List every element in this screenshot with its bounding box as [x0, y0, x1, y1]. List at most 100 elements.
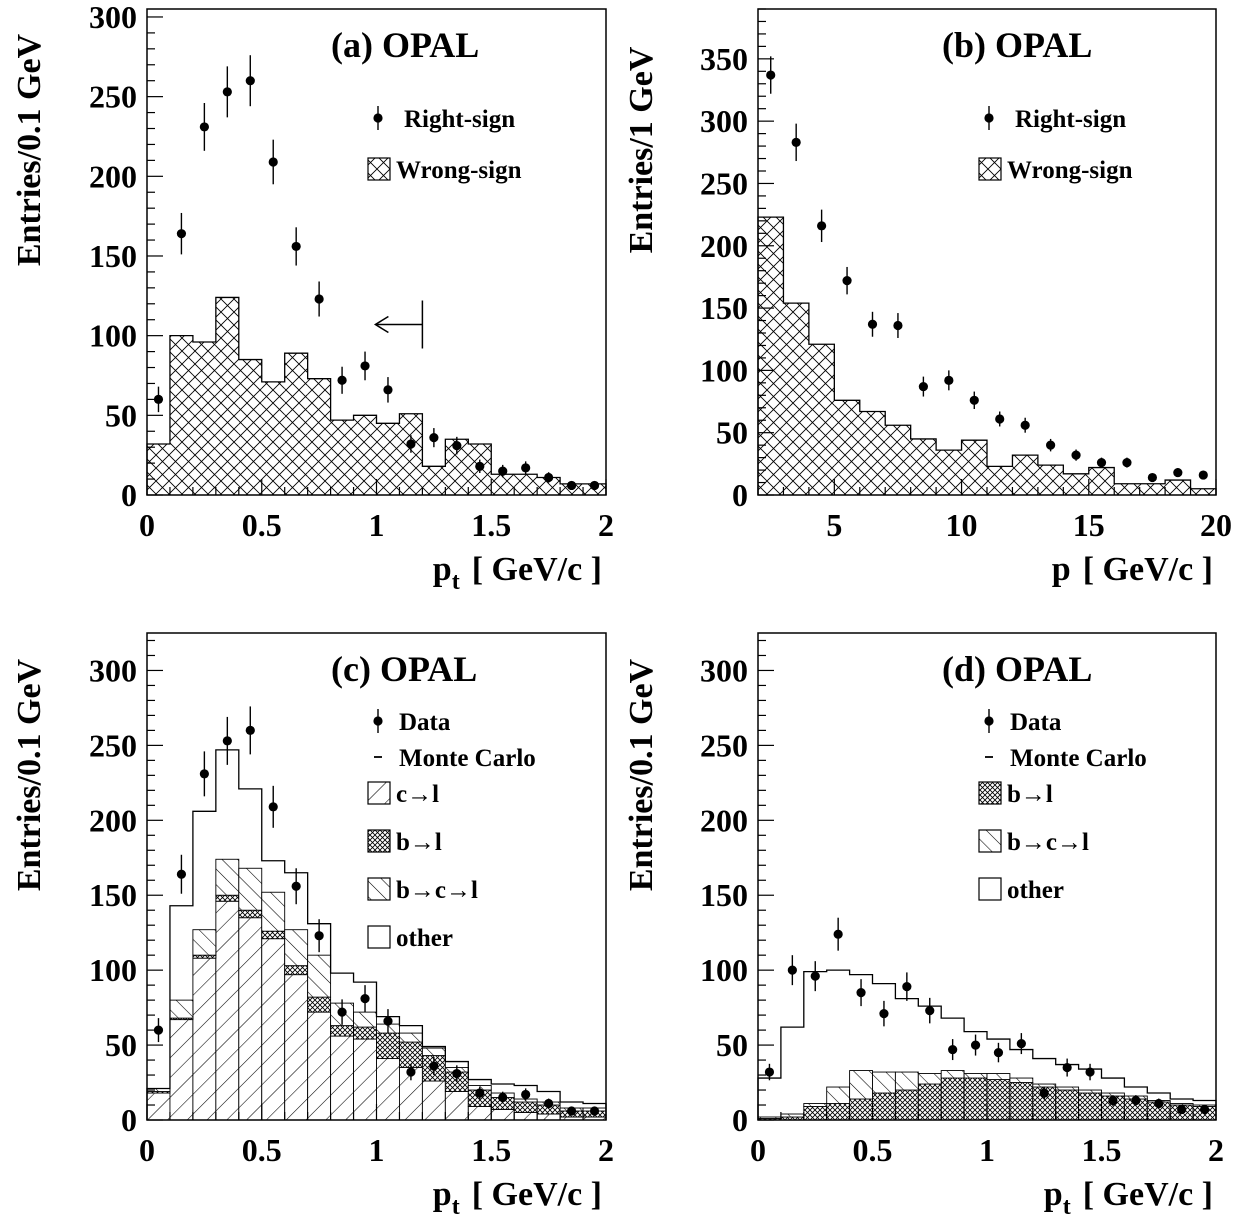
data-point [314, 294, 324, 304]
legend-label: Right-sign [1015, 106, 1126, 133]
y-tick-label: 100 [700, 952, 748, 988]
x-tick-label: 1.5 [471, 507, 511, 543]
data-point [1108, 1095, 1118, 1106]
legend-label: other [1007, 877, 1064, 904]
legend-swatch [978, 781, 1002, 805]
histogram-bin [147, 444, 170, 495]
stack-bin [1055, 1086, 1080, 1091]
histogram-bin [376, 423, 400, 495]
x-axis-subscript: t [452, 569, 460, 595]
stack-bin [1078, 1092, 1102, 1121]
data-point [948, 1044, 958, 1055]
x-tick-label: 0.5 [242, 1132, 282, 1168]
x-axis-symbol: p [1044, 1176, 1063, 1213]
data-point [766, 70, 776, 80]
histogram-bin [399, 413, 423, 495]
data-point [337, 1007, 347, 1017]
histogram-bin [1165, 480, 1191, 495]
stack-bin [215, 900, 240, 1121]
stack-bin [284, 965, 309, 976]
histogram-bin [936, 450, 962, 495]
x-axis: 0 0.5 1 1.5 2 [139, 1104, 614, 1168]
legend-label: c→l [396, 781, 439, 808]
histogram-bin [1012, 455, 1038, 495]
y-tick-label: 300 [700, 652, 748, 688]
legend-entry: Data [373, 709, 451, 736]
legend-label: Data [1010, 709, 1062, 736]
histogram-wrong-sign [146, 296, 607, 495]
stack-bin [215, 894, 240, 902]
stack-bin [238, 909, 263, 919]
stack-bin [757, 1116, 782, 1119]
x-tick-label: 0.5 [242, 507, 282, 543]
x-axis-title: p [ GeV/c ] [1052, 551, 1213, 588]
arrow-head [373, 315, 389, 334]
data-point [817, 221, 827, 231]
data-point [1016, 1038, 1026, 1049]
y-tick-label: 200 [700, 802, 748, 838]
histogram-bin [783, 303, 809, 495]
histogram-bin [808, 344, 835, 495]
stack-bin [1009, 1077, 1034, 1083]
stack-bin [146, 1092, 171, 1121]
stack-bin [467, 1106, 492, 1121]
data-point [1046, 440, 1056, 450]
stack-bin [894, 1071, 919, 1091]
y-tick-label: 350 [700, 41, 748, 77]
panel-title: (d) OPAL [942, 649, 1092, 689]
data-point [521, 1089, 531, 1100]
stack-bin [826, 1086, 851, 1104]
stack-bin [307, 996, 332, 1013]
stack-bin [284, 929, 309, 967]
legend-label: b→l [1007, 781, 1053, 808]
y-tick-label: 100 [89, 952, 137, 988]
histogram-bin [261, 381, 285, 495]
x-axis: 5 10 15 20 [757, 479, 1232, 543]
data-point [475, 1088, 485, 1098]
data-point [268, 802, 278, 812]
monte-carlo-line [757, 969, 1217, 1120]
data-point [925, 1006, 935, 1016]
x-axis-title: pt [ GeV/c ] [1044, 1176, 1213, 1220]
legend-label: Monte Carlo [399, 745, 536, 772]
data-point [1122, 458, 1132, 468]
data-point [566, 1106, 577, 1116]
stack-bin [376, 1058, 400, 1121]
data-point [199, 122, 209, 132]
stack-bin [849, 1070, 873, 1100]
y-tick-label: 200 [89, 158, 137, 194]
data-point [521, 463, 531, 473]
legend-entry: Right-sign [984, 106, 1126, 133]
data-point [969, 395, 979, 405]
data-point [995, 414, 1005, 424]
legend-label: Right-sign [404, 106, 515, 133]
histogram-wrong-sign [757, 216, 1217, 495]
y-tick-label: 50 [105, 397, 137, 433]
data-point [176, 229, 187, 239]
legend-label: b→l [396, 829, 442, 856]
data-point [1020, 420, 1030, 430]
histogram-bin [885, 425, 911, 495]
stack-bin [803, 1106, 828, 1121]
legend-label: b→c→l [1007, 829, 1089, 856]
x-axis-title: pt [ GeV/c ] [433, 551, 602, 595]
histogram-bin [961, 440, 987, 495]
legend-entry: Monte Carlo [985, 745, 1147, 772]
stack-bin [780, 1113, 805, 1118]
data-point [1147, 472, 1157, 483]
legend: Right-sign Wrong-sign [978, 106, 1133, 184]
y-tick-label: 150 [700, 290, 748, 326]
y-tick-label: 50 [716, 415, 748, 451]
x-axis: 0 0.5 1 1.5 2 [750, 1104, 1224, 1168]
data-point [1199, 1104, 1210, 1115]
stack-bin [215, 858, 240, 896]
x-tick-label: 1.5 [1082, 1132, 1122, 1168]
stack-bin [872, 1092, 896, 1121]
stack-bin [421, 1080, 446, 1121]
y-tick-label: 0 [732, 1102, 748, 1138]
data-point [1198, 470, 1208, 480]
legend-label: Data [399, 709, 451, 736]
x-tick-label: 2 [598, 507, 614, 543]
data-point [153, 1025, 164, 1035]
